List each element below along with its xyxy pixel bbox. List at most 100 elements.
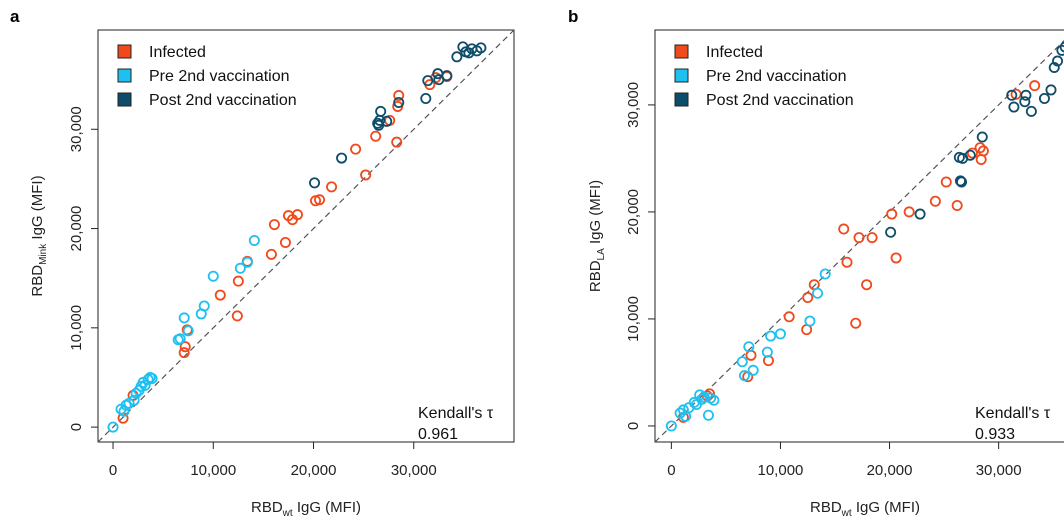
scatter-point-post: [381, 115, 393, 127]
scatter-point-infected: [291, 209, 303, 221]
scatter-point-pre: [804, 315, 816, 327]
y-tick-label: 30,000: [625, 82, 642, 128]
scatter-point-pre: [677, 404, 689, 416]
panel-a-kendall-value: 0.961: [418, 426, 458, 443]
panel-a-y-ticks: 0 10,000 20,000 30,000: [68, 106, 98, 431]
scatter-point-infected: [940, 176, 952, 188]
panel-a-x-ticks: 0 10,000 20,000 30,000: [109, 442, 437, 479]
scatter-point-post: [1019, 96, 1031, 108]
x-tick-label: 30,000: [976, 462, 1022, 479]
scatter-point-pre: [207, 270, 219, 282]
legend-a-swatch-pre: [117, 68, 132, 83]
panel-b-x-ticks: 0 10,000 20,000 30,000: [667, 442, 1022, 479]
scatter-point-infected: [866, 232, 878, 244]
scatter-point-post: [475, 42, 487, 54]
panel-b-y-axis-label: RBDLA IgG (MFI): [587, 180, 607, 292]
scatter-point-pre: [743, 341, 755, 353]
y-tick-label: 20,000: [68, 206, 85, 252]
x-tick-label: 20,000: [291, 462, 337, 479]
x-tick-label: 0: [109, 462, 117, 479]
scatter-point-post: [441, 70, 453, 82]
y-tick-label: 0: [625, 422, 642, 430]
scatter-point-infected: [178, 347, 190, 359]
y-tick-label: 0: [68, 423, 85, 431]
scatter-point-infected: [974, 142, 986, 154]
scatter-point-post: [420, 93, 432, 105]
scatter-point-infected: [360, 169, 372, 181]
scatter-point-infected: [838, 223, 850, 235]
scatter-point-pre: [698, 391, 710, 403]
panel-a-points: [107, 41, 487, 433]
scatter-point-post: [1052, 55, 1064, 67]
scatter-point-pre: [736, 356, 748, 368]
scatter-point-infected: [314, 194, 326, 206]
scatter-point-infected: [268, 219, 280, 231]
scatter-point-infected: [231, 310, 243, 322]
scatter-point-infected: [179, 341, 191, 353]
scatter-point-infected: [886, 208, 898, 220]
scatter-point-infected: [802, 292, 814, 304]
panel-a-kendall-title: Kendall's τ: [418, 405, 494, 422]
scatter-point-infected: [279, 236, 291, 248]
x-tick-label: 10,000: [190, 462, 236, 479]
scatter-point-post: [964, 149, 976, 161]
panel-b-kendall-value: 0.933: [975, 426, 1015, 443]
scatter-point-infected: [393, 90, 405, 102]
panel-b-x-axis-label: RBDwt IgG (MFI): [810, 499, 920, 519]
scatter-point-pre: [178, 312, 190, 324]
scatter-point-pre: [674, 407, 686, 419]
scatter-point-post: [976, 131, 988, 143]
scatter-point-infected: [370, 130, 382, 142]
y-tick-label: 20,000: [625, 189, 642, 235]
scatter-point-infected: [391, 136, 403, 148]
scatter-point-infected: [232, 275, 244, 287]
panel-a-letter: a: [10, 7, 20, 26]
scatter-point-pre: [118, 405, 130, 417]
scatter-point-post: [1056, 44, 1064, 56]
scatter-point-post: [914, 208, 926, 220]
scatter-point-pre: [174, 333, 186, 345]
scatter-point-infected: [861, 279, 873, 291]
scatter-point-post: [375, 105, 387, 117]
scatter-point-post: [451, 51, 463, 63]
scatter-point-post: [1020, 89, 1032, 101]
scatter-point-post: [885, 226, 897, 238]
scatter-point-pre: [765, 330, 777, 342]
scatter-point-infected: [977, 145, 989, 157]
legend-b-label-infected: Infected: [706, 44, 763, 61]
panel-a-plot-frame: [97, 29, 515, 443]
scatter-point-pre: [747, 364, 759, 376]
scatter-point-pre: [234, 262, 246, 274]
scatter-point-infected: [929, 195, 941, 207]
scatter-point-pre: [665, 420, 677, 432]
scatter-point-infected: [841, 256, 853, 268]
scatter-point-pre: [761, 346, 773, 358]
scatter-point-pre: [128, 394, 140, 406]
scatter-point-pre: [107, 421, 119, 433]
panel-b: b 0 10,000 20,000 30,000 0 10,000 20,000 30,00…: [568, 7, 1064, 519]
scatter-point-pre: [146, 372, 158, 384]
panel-b-identity-line: [654, 39, 1064, 443]
scatter-point-pre: [702, 409, 714, 421]
scatter-point-post: [336, 152, 348, 164]
scatter-point-infected: [265, 248, 277, 260]
scatter-point-pre: [708, 394, 720, 406]
scatter-point-infected: [350, 143, 362, 155]
y-tick-label: 10,000: [625, 296, 642, 342]
panel-b-kendall-title: Kendall's τ: [975, 405, 1051, 422]
scatter-point-pre: [774, 328, 786, 340]
scatter-point-post: [393, 96, 405, 108]
legend-a-swatch-infected: [117, 44, 132, 59]
scatter-point-pre: [130, 387, 142, 399]
legend-a-swatch-post: [117, 92, 132, 107]
y-tick-label: 10,000: [68, 305, 85, 351]
scatter-point-pre: [139, 379, 151, 391]
panel-a-identity-line: [97, 29, 515, 443]
panel-a-y-axis-label: RBDMink IgG (MFI): [29, 175, 49, 296]
legend-a-label-pre: Pre 2nd vaccination: [149, 68, 290, 85]
scatter-point-pre: [182, 325, 194, 337]
scatter-point-post: [1038, 92, 1050, 104]
panel-a-x-axis-label: RBDwt IgG (MFI): [251, 499, 361, 519]
legend-b-swatch-infected: [674, 44, 689, 59]
